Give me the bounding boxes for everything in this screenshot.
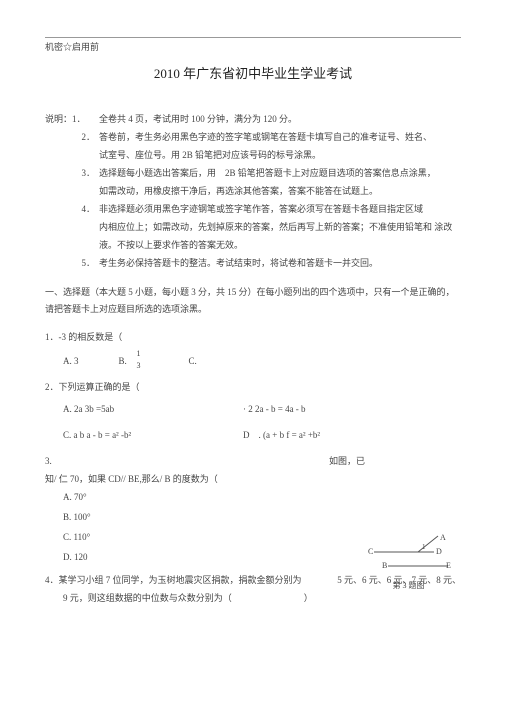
svg-text:C: C <box>368 547 373 556</box>
question-2: 2．下列运算正确的是（ A. 2a 3b =5ab· 2 2a - b = 4a… <box>45 378 461 444</box>
svg-text:B: B <box>382 561 387 570</box>
instructions: 说明：1． 全卷共 4 页，考试用时 100 分钟，满分为 120 分。 2． … <box>45 110 461 272</box>
svg-text:E: E <box>446 561 451 570</box>
section-1-heading: 一、选择题（本大题 5 小题，每小题 3 分，共 15 分）在每小题列出的四个选… <box>45 284 461 318</box>
exam-title: 2010 年广东省初中毕业生学业考试 <box>45 63 461 82</box>
question-1: 1．-3 的相反数是（ A. 3 B. 1 3 C. <box>45 328 461 370</box>
svg-text:1: 1 <box>422 543 426 551</box>
svg-text:D: D <box>436 547 442 556</box>
svg-text:A: A <box>440 534 446 542</box>
question-3-figure: A C D 1 B E 第 3 题图 <box>366 534 451 591</box>
secret-label: 机密☆启用前 <box>45 40 461 53</box>
